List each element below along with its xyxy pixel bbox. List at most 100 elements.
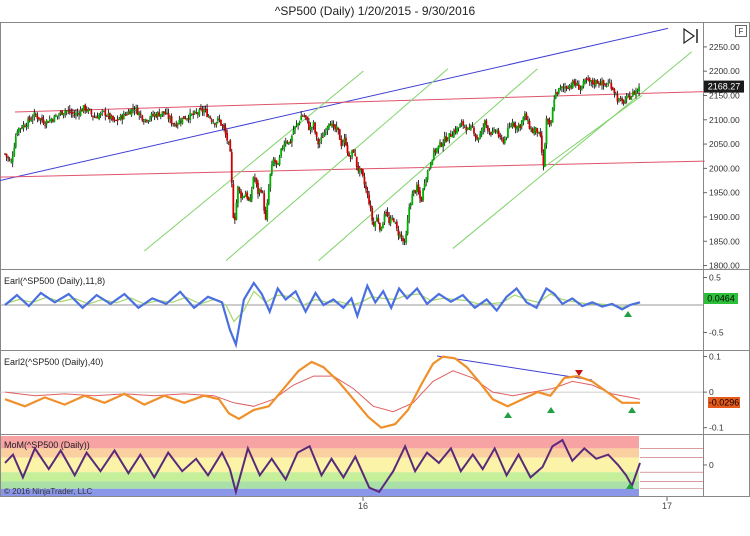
candle-body — [269, 173, 272, 188]
candle-body — [335, 126, 338, 130]
candle-body — [618, 98, 620, 101]
candle-body — [250, 189, 253, 200]
candle-body — [332, 123, 335, 127]
candle-body — [115, 120, 117, 122]
candle-body — [170, 116, 173, 124]
channel-green — [318, 68, 538, 262]
candle-body — [497, 130, 500, 137]
candle-body — [295, 124, 298, 126]
candle-body — [44, 124, 47, 126]
candle-body — [429, 164, 432, 168]
candle-body — [255, 177, 258, 185]
candle-body — [357, 165, 360, 172]
candle-body — [349, 157, 352, 159]
candle-body — [33, 112, 36, 118]
candle-body — [252, 177, 255, 189]
play-next-icon[interactable] — [683, 27, 698, 45]
candle-body — [45, 120, 48, 125]
candle-body — [289, 140, 292, 143]
candle-body — [479, 133, 482, 139]
channel-green — [225, 68, 449, 262]
candle-body — [377, 218, 380, 223]
candle-body — [200, 107, 202, 110]
candle-body — [522, 116, 525, 122]
candle-body — [121, 115, 124, 120]
candle-body — [624, 100, 627, 103]
candle-body — [576, 83, 579, 86]
candle-body — [258, 189, 261, 193]
candle-body — [636, 90, 639, 92]
candle-body — [351, 149, 354, 158]
candle-body — [48, 119, 51, 122]
price-y-tick-label: 2250.00 — [709, 42, 740, 52]
candle-body — [34, 113, 37, 116]
candle-body — [181, 117, 184, 124]
candle-body — [292, 130, 295, 135]
candle-body — [630, 96, 633, 100]
candle-body — [573, 80, 576, 84]
candle-body — [291, 135, 293, 143]
candle-body — [75, 112, 77, 116]
candle-body — [533, 130, 536, 134]
candle-body — [300, 115, 303, 121]
candle-body — [215, 122, 218, 125]
candle-body — [375, 217, 378, 222]
earl-buy-signal — [624, 311, 632, 317]
candle-body — [608, 82, 611, 84]
last-price-label: 2168.27 — [708, 82, 741, 92]
candle-body — [141, 115, 144, 121]
candle-body — [314, 122, 316, 133]
candle-body — [471, 126, 474, 128]
candle-body — [382, 223, 384, 229]
candle-body — [210, 119, 213, 122]
panel-toggle-button[interactable] — [735, 25, 747, 37]
candle-body — [542, 153, 545, 166]
candle-body — [513, 122, 515, 127]
candle-body — [500, 137, 503, 140]
candle-body — [459, 124, 461, 128]
chart-title: ^SP500 (Daily) 1/20/2015 - 9/30/2016 — [275, 4, 476, 18]
candle-body — [110, 116, 113, 119]
candle-body — [226, 133, 229, 141]
price-y-tick-label: 1900.00 — [709, 212, 740, 222]
earl-panel-frame — [0, 269, 750, 351]
candle-body — [24, 125, 26, 127]
candle-body — [264, 209, 267, 220]
candle-body — [409, 204, 412, 207]
candle-body — [233, 216, 236, 221]
candle-body — [129, 111, 131, 115]
earl-value-marker: 0.0464 — [704, 293, 738, 304]
candle-body — [155, 114, 158, 118]
candle-body — [301, 115, 304, 117]
candle-body — [287, 142, 290, 145]
candle-body — [124, 114, 127, 116]
candle-body — [150, 113, 153, 118]
candle-body — [270, 164, 273, 175]
candle-body — [442, 143, 445, 147]
candle-body — [346, 144, 349, 154]
candle-body — [309, 126, 312, 131]
candle-body — [585, 78, 588, 80]
candle-body — [192, 113, 195, 116]
candle-body — [130, 108, 133, 116]
candle-body — [61, 110, 63, 115]
panel-toggle-label: F — [739, 27, 744, 36]
candle-body — [473, 127, 475, 134]
candle-body — [428, 168, 431, 170]
candle-body — [88, 108, 91, 111]
candle-body — [496, 130, 499, 133]
candle-body — [582, 80, 585, 87]
candle-body — [523, 113, 526, 117]
candle-body — [599, 83, 602, 86]
candle-body — [132, 108, 134, 110]
candle-body — [423, 183, 426, 189]
candle-body — [511, 121, 514, 128]
candle-body — [318, 141, 321, 144]
candle-body — [223, 124, 225, 129]
candle-body — [502, 139, 505, 143]
candle-body — [437, 145, 440, 150]
earl-y-axis: 0.5 -0.5 — [703, 273, 724, 338]
candle-body — [19, 128, 22, 130]
candle-body — [562, 86, 565, 88]
